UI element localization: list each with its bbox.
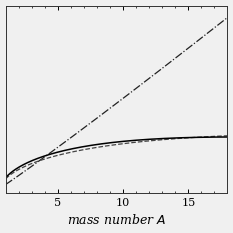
X-axis label: mass number $A$: mass number $A$ <box>67 213 166 227</box>
